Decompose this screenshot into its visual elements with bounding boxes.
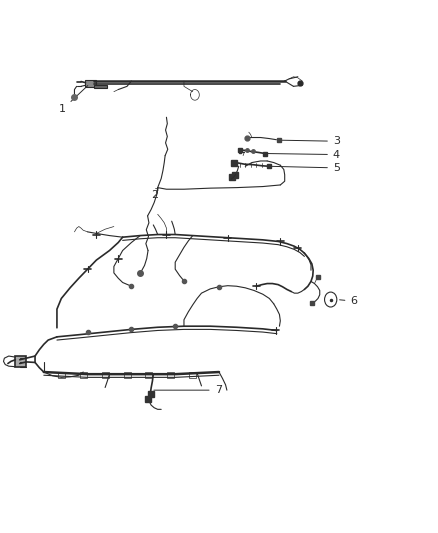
Text: 1: 1 [59, 86, 88, 114]
Bar [15, 356, 26, 367]
Text: 3: 3 [282, 136, 340, 146]
Text: 4: 4 [268, 150, 340, 159]
FancyBboxPatch shape [85, 80, 96, 87]
Bar [80, 372, 87, 378]
Bar [102, 372, 109, 378]
Bar [124, 372, 131, 378]
Text: 5: 5 [272, 163, 340, 173]
Text: 2: 2 [151, 190, 158, 199]
Bar [94, 85, 107, 88]
Bar [189, 372, 196, 378]
Bar [167, 372, 174, 378]
Text: 6: 6 [339, 296, 357, 306]
Bar [145, 372, 152, 378]
Bar [58, 372, 65, 378]
Text: 7: 7 [154, 385, 222, 395]
